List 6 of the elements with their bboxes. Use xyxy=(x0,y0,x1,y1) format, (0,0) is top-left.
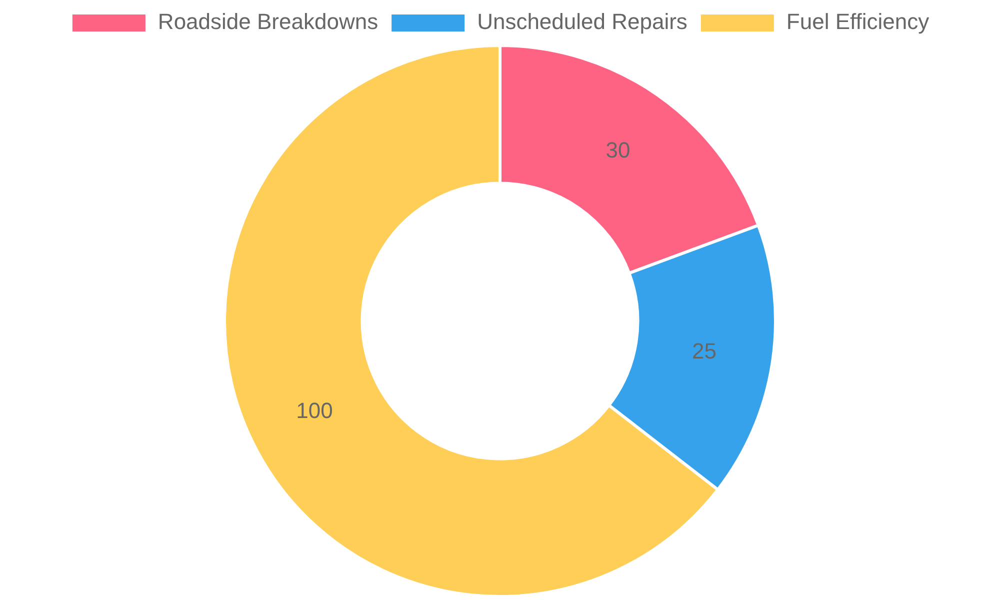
legend-label: Unscheduled Repairs xyxy=(477,9,688,34)
data-label: 100 xyxy=(296,398,333,424)
data-label: 25 xyxy=(692,338,716,364)
data-label: 30 xyxy=(606,137,630,162)
legend-label: Roadside Breakdowns xyxy=(158,9,378,34)
legend-label: Fuel Efficiency xyxy=(786,9,930,34)
